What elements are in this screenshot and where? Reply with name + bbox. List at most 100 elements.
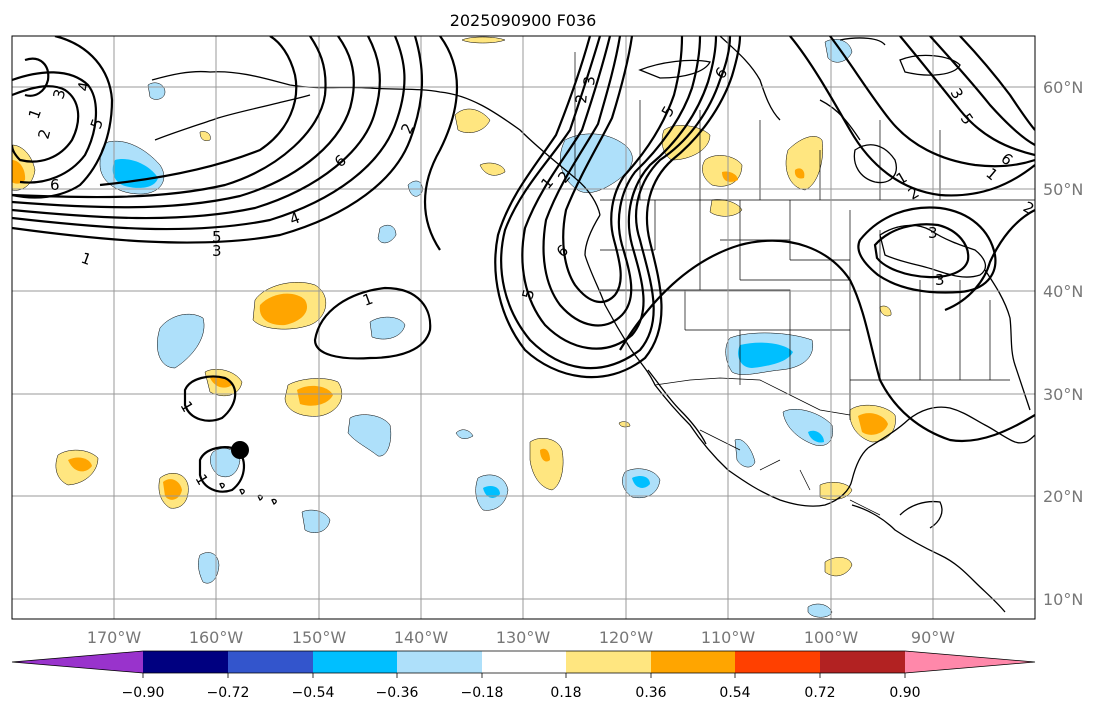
contour-label: 5 [212, 228, 222, 246]
us-mexico-border [654, 377, 851, 416]
colorbar-tick-label: −0.72 [207, 685, 250, 701]
lon-label: 120°W [599, 628, 654, 647]
lon-label: 100°W [804, 628, 859, 647]
neg-shade-mexico [734, 438, 756, 468]
colorbar-segment [482, 651, 566, 673]
alaska-coast [151, 70, 601, 216]
graticule [12, 36, 1035, 619]
lon-label: 110°W [701, 628, 756, 647]
pos-core-gulfcoast [858, 413, 888, 435]
colorbar-segment [566, 651, 651, 673]
hawaii-islands [219, 482, 277, 505]
pos-shade-blob-g [529, 438, 564, 491]
colorbar-extend-min [12, 651, 143, 673]
pos-core-mid [259, 293, 308, 326]
contour-west-4 [12, 36, 355, 209]
neg-shade-blob-a [369, 316, 406, 340]
gulf-coast [867, 406, 1035, 449]
contour-label: 5 [518, 287, 538, 301]
colorbar: −0.90 −0.72 −0.54 −0.36 −0.18 0.18 0.36 … [11, 650, 1036, 701]
contour-nw-a [12, 85, 80, 163]
contours [12, 36, 1035, 493]
neg-core-southwest [738, 342, 793, 368]
contour-nw-b [12, 71, 98, 184]
lat-label: 10°N [1043, 590, 1083, 609]
neg-core-blob-l [632, 476, 650, 488]
colorbar-tick-label: 0.90 [889, 685, 920, 701]
yucatan [899, 500, 943, 529]
contour-ridge-1 [424, 36, 458, 251]
colorbar-tick-label: −0.18 [461, 685, 504, 701]
contour-ne-5 [959, 36, 1035, 131]
pos-shade-indiana [879, 305, 892, 317]
contour-circle-a [183, 375, 237, 422]
contour-label: 2 [572, 93, 591, 104]
central-america [851, 504, 1006, 613]
colorbar-tick-label: 0.54 [719, 685, 750, 701]
great-lakes [879, 224, 987, 278]
pos-shade-minor [618, 421, 631, 428]
colorbar-segment [143, 651, 228, 673]
aleutian-chain [154, 94, 311, 141]
canada-provinces [639, 100, 941, 200]
contour-central-1 [619, 239, 1035, 443]
colorbar-tick-label: 0.36 [635, 685, 666, 701]
colorbar-tick-label: −0.36 [376, 685, 419, 701]
contour-west-3 [12, 36, 381, 220]
neg-shade-blob-f [455, 429, 474, 439]
atlantic-coast [984, 269, 1031, 411]
pos-core-blob-i [163, 479, 182, 500]
colorbar-segment [651, 651, 735, 673]
contour-ne-3 [899, 36, 1035, 157]
contour-ne-4 [929, 36, 1035, 146]
lon-label: 170°W [87, 628, 142, 647]
map-frame [11, 35, 1036, 620]
neg-shade-blob-e [347, 414, 392, 457]
lat-label: 20°N [1043, 487, 1083, 506]
shading-layer [12, 36, 896, 618]
lon-label: 140°W [394, 628, 449, 647]
baja-peninsula [647, 369, 707, 445]
colorbar-segment [228, 651, 313, 673]
longitude-axis: 170°W 160°W 150°W 140°W 130°W 120°W 110°… [87, 628, 955, 647]
contour-trough-4 [542, 36, 702, 327]
contour-label: 3 [212, 242, 222, 260]
contour-circle-b [198, 446, 246, 493]
neg-shade-hawaii-north [377, 224, 397, 244]
map-area: 5 4 3 2 1 6 1 2 4 5 3 6 1 1 1 1 3 2 5 6 … [12, 36, 1035, 619]
lon-label: 130°W [496, 628, 551, 647]
pos-core-blob-g [540, 448, 550, 462]
contour-east-1 [944, 209, 1035, 312]
contour-nw-c [12, 36, 114, 199]
contour-label: 2 [34, 127, 54, 141]
contour-west-2 [12, 36, 406, 231]
contour-nw-d [24, 57, 50, 97]
contour-label: 3 [49, 87, 69, 101]
contour-label: 3 [580, 75, 599, 86]
contour-west-6 [99, 36, 298, 187]
pos-shade-gulf [479, 162, 506, 176]
contour-trough-1 [500, 36, 732, 370]
lon-label: 160°W [189, 628, 244, 647]
contour-central-3 [873, 223, 970, 279]
pos-shade-alaska [454, 108, 491, 133]
contour-label: 4 [74, 80, 93, 93]
contour-west-5 [12, 36, 327, 199]
colorbar-tick-label: 0.72 [804, 685, 835, 701]
pos-shade-top [461, 36, 506, 44]
contour-label: 6 [50, 176, 60, 194]
storm-location-marker [231, 441, 249, 459]
neg-core-texas [808, 430, 824, 443]
pos-core-blob-d [297, 385, 333, 406]
neg-shade-blob-m [301, 509, 331, 533]
contour-ne-2 [829, 36, 1035, 168]
contour-label: 3 [935, 271, 945, 289]
pos-core-blob-h [68, 457, 92, 472]
lat-label: 30°N [1043, 385, 1083, 404]
lon-label: 90°W [911, 628, 955, 647]
neg-shade-blob-n [198, 552, 220, 584]
pos-core-dakota [794, 168, 805, 179]
contour-central-2 [857, 206, 997, 294]
colorbar-segment [313, 651, 397, 673]
